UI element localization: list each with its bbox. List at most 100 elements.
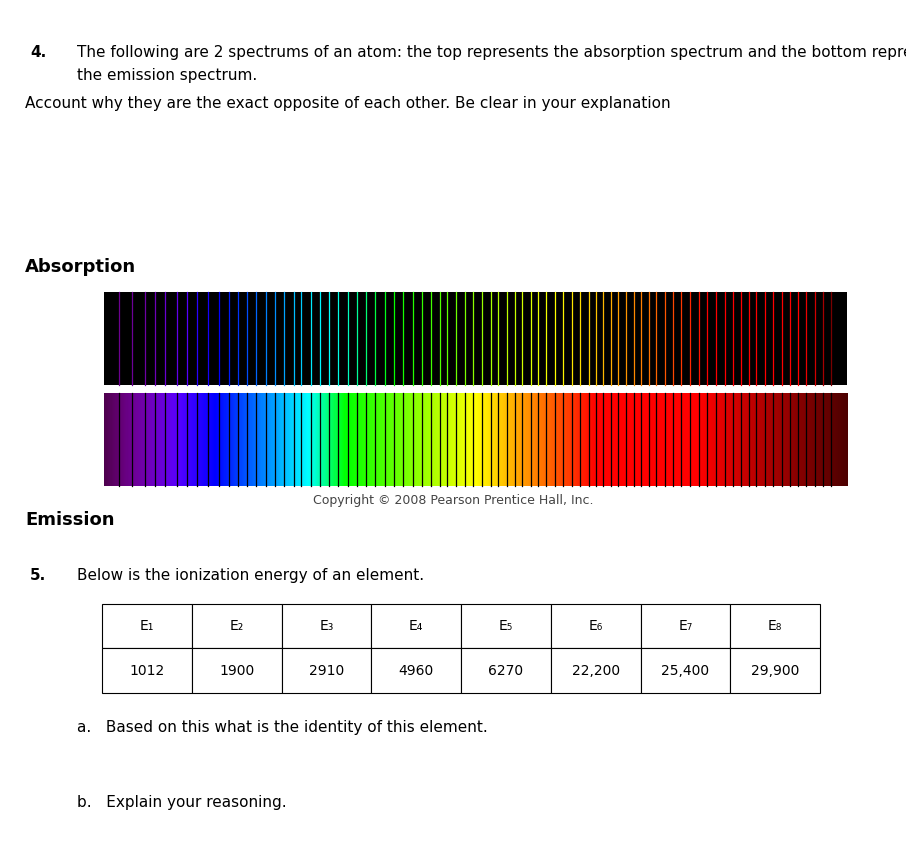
Bar <box>416 393 418 486</box>
Text: 1012: 1012 <box>130 664 165 678</box>
Text: E₁: E₁ <box>140 619 154 633</box>
Bar <box>759 393 761 486</box>
Bar <box>472 393 474 486</box>
Bar <box>831 393 833 486</box>
Bar <box>519 393 521 486</box>
Bar <box>169 393 171 486</box>
Bar <box>336 393 337 486</box>
Bar <box>468 393 470 486</box>
Bar <box>513 393 515 486</box>
Bar <box>725 393 727 486</box>
Text: E₈: E₈ <box>768 619 782 633</box>
Bar <box>276 393 278 486</box>
Bar <box>549 393 550 486</box>
Bar <box>422 393 424 486</box>
Bar <box>801 393 803 486</box>
Bar <box>641 648 730 693</box>
Bar <box>718 393 720 486</box>
Bar <box>834 393 835 486</box>
Bar <box>364 393 366 486</box>
Bar <box>142 393 144 486</box>
Bar <box>530 393 532 486</box>
Bar <box>462 393 464 486</box>
Bar <box>406 393 408 486</box>
Bar <box>784 393 786 486</box>
Bar <box>320 393 322 486</box>
Bar <box>620 393 621 486</box>
Bar <box>326 393 328 486</box>
Bar <box>523 393 525 486</box>
Bar <box>165 393 167 486</box>
Bar <box>561 393 563 486</box>
Bar <box>644 393 646 486</box>
Bar <box>426 393 428 486</box>
Bar <box>408 393 410 486</box>
Bar <box>733 393 735 486</box>
Bar <box>674 393 676 486</box>
Bar <box>181 393 183 486</box>
Bar <box>607 393 609 486</box>
Bar <box>712 393 714 486</box>
Bar <box>242 393 244 486</box>
Bar <box>304 393 305 486</box>
Bar <box>385 393 387 486</box>
Bar <box>255 393 257 486</box>
Bar <box>217 393 218 486</box>
Bar <box>209 393 211 486</box>
Bar <box>244 393 246 486</box>
Bar <box>482 393 484 486</box>
Bar <box>388 393 390 486</box>
Bar <box>287 393 289 486</box>
Text: 22,200: 22,200 <box>572 664 620 678</box>
Bar <box>411 393 413 486</box>
Bar <box>816 393 818 486</box>
Bar <box>161 393 163 486</box>
Bar <box>367 393 369 486</box>
Bar <box>594 393 596 486</box>
Bar <box>702 393 704 486</box>
Bar <box>496 393 497 486</box>
Bar <box>459 393 461 486</box>
Bar <box>773 393 775 486</box>
Bar <box>300 393 302 486</box>
Bar <box>564 393 566 486</box>
Bar <box>294 393 295 486</box>
Bar <box>121 393 123 486</box>
Bar <box>615 393 617 486</box>
Bar <box>154 393 156 486</box>
Bar <box>671 393 673 486</box>
Bar <box>506 393 508 486</box>
Bar <box>342 393 343 486</box>
Bar <box>689 393 691 486</box>
Bar <box>248 393 249 486</box>
Bar <box>550 393 552 486</box>
Bar <box>467 393 468 486</box>
Bar <box>735 393 736 486</box>
Bar <box>672 393 674 486</box>
Text: Account why they are the exact opposite of each other. Be clear in your explanat: Account why they are the exact opposite … <box>25 96 671 111</box>
Bar <box>638 393 640 486</box>
Bar <box>189 393 191 486</box>
Bar <box>502 393 504 486</box>
Bar <box>665 393 667 486</box>
Bar <box>596 393 597 486</box>
Bar <box>701 393 703 486</box>
Bar <box>469 393 471 486</box>
Bar <box>352 393 353 486</box>
Bar <box>283 393 284 486</box>
Bar <box>708 393 710 486</box>
Bar <box>536 393 538 486</box>
Bar <box>614 393 616 486</box>
Bar <box>236 393 237 486</box>
Bar <box>813 393 814 486</box>
Bar <box>691 393 693 486</box>
Bar <box>461 648 551 693</box>
Bar <box>833 393 834 486</box>
Bar <box>545 393 546 486</box>
Bar <box>675 393 677 486</box>
Bar <box>516 393 517 486</box>
Bar <box>623 393 624 486</box>
Bar <box>547 393 549 486</box>
Bar <box>449 393 451 486</box>
Bar <box>618 393 620 486</box>
